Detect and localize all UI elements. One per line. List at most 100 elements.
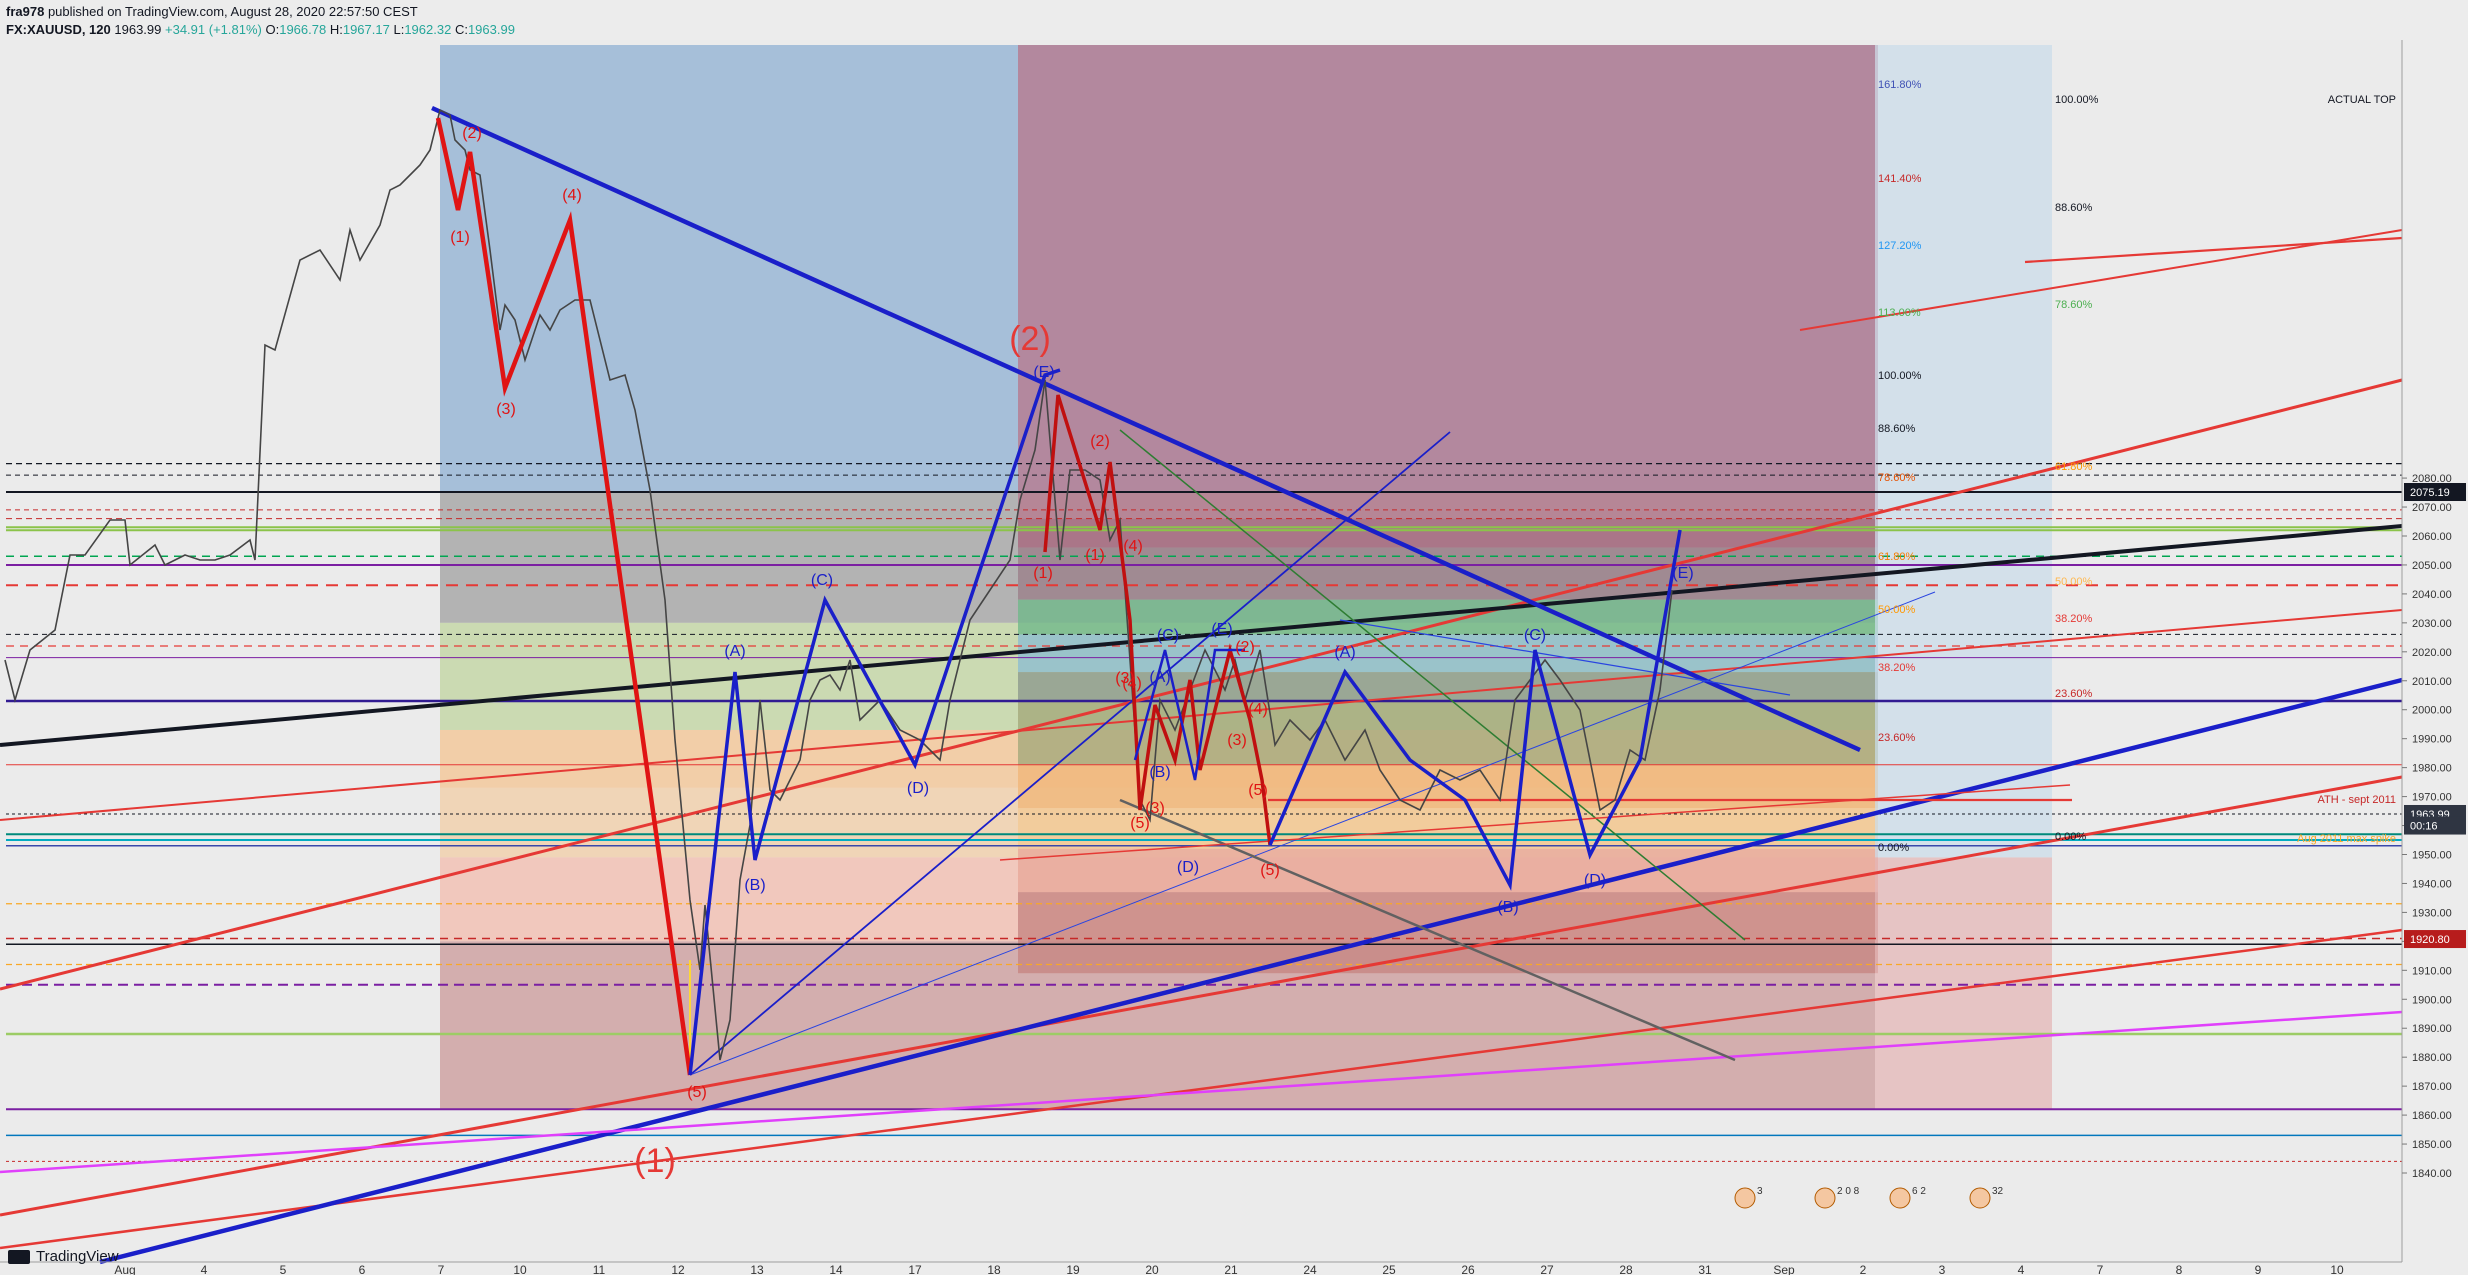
fib-level-label: 61.80%	[2055, 461, 2093, 473]
price-tick-label: 2070.00	[2412, 502, 2452, 514]
economic-event-count: 6 2	[1912, 1186, 1926, 1197]
blue-wave-label: (C)	[1157, 627, 1179, 644]
fib-zone-right	[1018, 547, 1878, 600]
fib-level-label: 78.60%	[2055, 299, 2093, 311]
time-tick-label: Sep	[1773, 1263, 1795, 1275]
blue-wave-label: (D)	[1177, 859, 1199, 876]
fib-level-label: 0.00%	[2055, 831, 2086, 843]
fib-zone-right	[1018, 518, 1878, 548]
price-tick-label: 2040.00	[2412, 589, 2452, 601]
economic-event-count: 3	[1757, 1186, 1763, 1197]
fib-level-label: 38.20%	[1878, 662, 1916, 674]
tradingview-footer: TradingView	[8, 1248, 119, 1265]
fib-zone-extension-top	[1875, 45, 2052, 858]
footer-brand[interactable]: TradingView	[36, 1248, 119, 1265]
fib-level-label: 141.40%	[1878, 173, 1922, 185]
publish-info: published on TradingView.com, August 28,…	[47, 4, 418, 19]
red-wave-label: (1)	[1033, 565, 1053, 582]
trend-line	[99, 677, 2403, 1265]
low-label: L:	[393, 22, 405, 37]
red-impulse-wave-2	[1043, 394, 1272, 846]
low-value: 1962.32	[404, 22, 452, 37]
time-tick-label: 2	[1860, 1263, 1867, 1275]
trend-line	[1799, 229, 2403, 331]
high-value: 1967.17	[342, 22, 390, 37]
economic-event-icon	[1969, 1187, 1991, 1209]
time-tick-label: 12	[671, 1263, 685, 1275]
fib-level-label: 23.60%	[1878, 732, 1916, 744]
time-tick-label: 10	[2330, 1263, 2344, 1275]
blue-wave-label: (E)	[1211, 621, 1232, 638]
major-wave-label-2: (2)	[1009, 320, 1051, 358]
price-tick-label: 1850.00	[2412, 1139, 2452, 1151]
blue-wave-label: (A)	[1149, 669, 1170, 686]
blue-wave-label: (B)	[1497, 899, 1518, 916]
fib-zone-right	[1018, 848, 1878, 893]
economic-event-icon	[1734, 1187, 1756, 1209]
red-wave-label: (4)	[1123, 538, 1143, 555]
red-wave-label: (5)	[1130, 815, 1150, 832]
trend-line	[999, 784, 2071, 861]
red-wave-label: (5)	[687, 1084, 707, 1101]
red-wave-label: (1)	[1085, 547, 1105, 564]
annotation-actual-top: ACTUAL TOP	[2328, 94, 2396, 106]
red-wave-label: (2)	[462, 125, 482, 142]
blue-wave-label: (E)	[1672, 565, 1693, 582]
price-tick-label: 2000.00	[2412, 705, 2452, 717]
symbol-name[interactable]: FX:XAUUSD, 120	[6, 22, 111, 37]
close-value: 1963.99	[467, 22, 515, 37]
price-tick-label: 1990.00	[2412, 734, 2452, 746]
time-tick-label: 5	[280, 1263, 287, 1275]
trend-line	[0, 928, 2403, 1250]
fib-level-label: 50.00%	[2055, 576, 2093, 588]
red-wave-label: (3)	[1227, 732, 1247, 749]
blue-wave-label: (E)	[1033, 364, 1054, 381]
trend-line	[1339, 619, 1791, 696]
blue-corrective-wave-1	[688, 368, 1061, 1076]
symbol-legend: FX:XAUUSD, 120 1963.99 +34.91 (+1.81%) O…	[6, 22, 515, 37]
author-name[interactable]: fra978	[6, 4, 45, 19]
price-tag	[2404, 816, 2466, 835]
time-tick-label: 20	[1145, 1263, 1159, 1275]
price-line	[4, 108, 1673, 1061]
last-price: 1963.99	[114, 22, 162, 37]
blue-wave-label: (A)	[1334, 644, 1355, 661]
blue-wave-label: (C)	[811, 572, 833, 589]
trend-line	[2024, 236, 2403, 264]
price-tick-label: 2050.00	[2412, 560, 2452, 572]
blue-wave-label: (A)	[724, 643, 745, 660]
time-tick-label: 4	[2018, 1263, 2025, 1275]
price-tag-label: 00:16	[2410, 821, 2438, 833]
blue-wave-label: (B)	[1149, 764, 1170, 781]
price-tick-label: 1890.00	[2412, 1023, 2452, 1035]
price-tag-label: 1920.80	[2410, 934, 2450, 946]
red-wave-label: (4)	[562, 187, 582, 204]
fib-zone-right	[1018, 45, 1878, 519]
trend-line	[0, 1010, 2403, 1174]
price-change: +34.91 (+1.81%)	[165, 22, 262, 37]
time-tick-label: 14	[829, 1263, 843, 1275]
fib-zone-right	[1018, 892, 1878, 974]
fib-level-label: 88.60%	[2055, 202, 2093, 214]
major-wave-label-1: (1)	[634, 1142, 676, 1180]
time-tick-label: 11	[593, 1263, 606, 1275]
red-wave-label: (1)	[450, 229, 470, 246]
fib-zone-extension	[1875, 857, 2052, 1110]
price-tick-label: 1870.00	[2412, 1081, 2452, 1093]
fib-level-label: 78.60%	[1878, 472, 1916, 484]
time-tick-label: 10	[513, 1263, 527, 1275]
trend-line	[689, 591, 1936, 1076]
red-wave-label: (3)	[1145, 800, 1165, 817]
blue-corrective-wave-3	[1133, 648, 1245, 781]
time-tick-label: 9	[2255, 1263, 2262, 1275]
price-axis-background	[2402, 40, 2468, 1275]
price-tick-label: 1970.00	[2412, 792, 2452, 804]
blue-wave-label: (B)	[744, 877, 765, 894]
trend-line	[0, 775, 2403, 1217]
open-value: 1966.78	[279, 22, 327, 37]
economic-event-icon	[1889, 1187, 1911, 1209]
time-tick-label: 24	[1303, 1263, 1317, 1275]
price-tick-label: 1910.00	[2412, 965, 2452, 977]
time-tick-label: 19	[1066, 1263, 1080, 1275]
